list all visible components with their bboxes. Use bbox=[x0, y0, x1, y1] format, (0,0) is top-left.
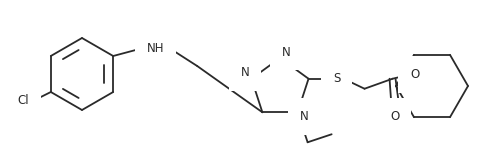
Text: NH: NH bbox=[146, 41, 164, 54]
Text: N: N bbox=[300, 110, 309, 123]
Text: O: O bbox=[410, 68, 419, 81]
Text: O: O bbox=[390, 110, 399, 123]
Text: Cl: Cl bbox=[17, 94, 29, 107]
Text: N: N bbox=[240, 66, 249, 79]
Text: S: S bbox=[333, 72, 340, 85]
Text: N: N bbox=[282, 45, 291, 58]
